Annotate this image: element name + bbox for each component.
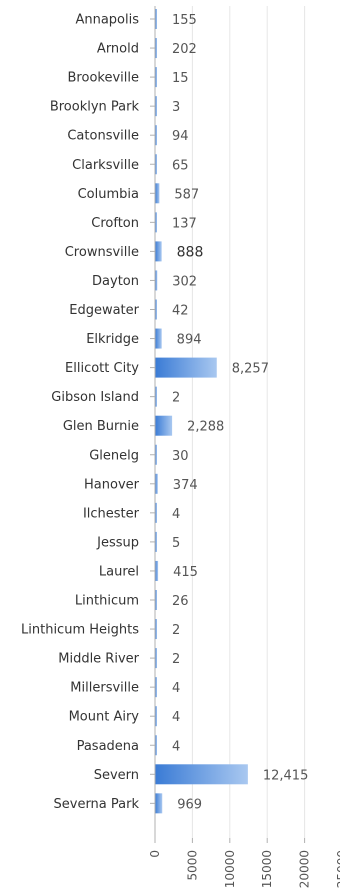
bar-brookeville[interactable] [155, 67, 157, 88]
value-label-crownsville: 888 [177, 244, 204, 260]
bar-glenelg[interactable] [155, 444, 157, 465]
bar-ellicott-city[interactable] [155, 357, 217, 378]
value-label-middle-river: 2 [172, 652, 180, 667]
value-label-brooklyn-park: 3 [172, 100, 180, 115]
bar-brooklyn-park[interactable] [155, 96, 157, 117]
value-label-glen-burnie: 2,288 [187, 420, 224, 435]
bar-gibson-island[interactable] [155, 386, 157, 407]
category-label-glenelg: Glenelg [89, 448, 139, 463]
bar-linthicum-heights[interactable] [155, 619, 157, 640]
category-label-linthicum-heights: Linthicum Heights [21, 623, 139, 638]
bar-pasadena[interactable] [155, 735, 157, 756]
value-label-ilchester: 4 [172, 507, 180, 522]
category-label-annapolis: Annapolis [75, 13, 139, 28]
value-label-hanover: 374 [173, 478, 198, 493]
bar-layer [155, 9, 248, 814]
bar-arnold[interactable] [155, 38, 157, 59]
category-label-laurel: Laurel [99, 564, 139, 579]
value-label-linthicum-heights: 2 [172, 623, 180, 638]
category-label-middle-river: Middle River [58, 652, 139, 667]
bar-millersville[interactable] [155, 677, 157, 698]
x-tick-label-25000: 25000 [335, 850, 340, 888]
bar-severna-park[interactable] [155, 793, 163, 814]
category-label-brooklyn-park: Brooklyn Park [50, 100, 140, 115]
value-label-elkridge: 894 [177, 333, 202, 348]
category-label-severn: Severn [94, 768, 139, 783]
bar-hanover[interactable] [155, 473, 158, 494]
label-layer: Annapolis 155 Arnold 202 Brookeville 15 Brookl… [21, 13, 308, 813]
x-tick-label-5000: 5000 [185, 850, 199, 881]
category-label-elkridge: Elkridge [86, 332, 139, 347]
category-label-glen-burnie: Glen Burnie [63, 419, 139, 434]
value-label-laurel: 415 [173, 565, 198, 580]
bar-clarksville[interactable] [155, 154, 157, 175]
x-tick-label-15000: 15000 [260, 850, 274, 888]
x-tick-label-10000: 10000 [223, 850, 237, 888]
value-label-gibson-island: 2 [172, 391, 180, 406]
value-label-mount-airy: 4 [172, 710, 180, 725]
category-label-catonsville: Catonsville [67, 129, 139, 144]
value-label-clarksville: 65 [172, 158, 189, 173]
bar-linthicum[interactable] [155, 590, 157, 610]
category-label-edgewater: Edgewater [69, 303, 139, 318]
value-label-crofton: 137 [172, 216, 197, 231]
value-label-linthicum: 26 [172, 594, 189, 609]
category-label-linthicum: Linthicum [75, 594, 139, 609]
grid-layer [191, 6, 306, 838]
value-label-severn: 12,415 [263, 768, 309, 783]
category-label-pasadena: Pasadena [77, 739, 139, 754]
category-label-severna-park: Severna Park [54, 797, 140, 812]
bar-jessup[interactable] [155, 531, 157, 552]
category-label-columbia: Columbia [78, 187, 139, 202]
value-label-pasadena: 4 [172, 739, 180, 754]
value-label-annapolis: 155 [172, 13, 197, 28]
category-label-gibson-island: Gibson Island [51, 390, 139, 405]
bar-columbia[interactable] [155, 183, 160, 204]
bar-mount-airy[interactable] [155, 706, 157, 727]
value-label-edgewater: 42 [172, 304, 189, 319]
x-tick-label-0: 0 [148, 850, 162, 858]
bar-dayton[interactable] [155, 270, 158, 291]
bar-severn[interactable] [155, 764, 248, 785]
category-label-hanover: Hanover [84, 477, 140, 492]
value-label-jessup: 5 [172, 536, 180, 551]
bar-middle-river[interactable] [155, 648, 157, 669]
category-label-millersville: Millersville [70, 681, 139, 696]
category-label-mount-airy: Mount Airy [69, 710, 140, 725]
category-label-ellicott-city: Ellicott City [65, 361, 139, 376]
category-label-brookeville: Brookeville [68, 71, 139, 86]
category-label-crownsville: Crownsville [65, 245, 139, 260]
bar-catonsville[interactable] [155, 125, 157, 146]
value-label-arnold: 202 [172, 42, 197, 57]
bar-laurel[interactable] [155, 560, 159, 581]
category-label-crofton: Crofton [91, 216, 139, 231]
value-label-catonsville: 94 [172, 129, 189, 144]
category-label-jessup: Jessup [96, 535, 139, 550]
value-label-millersville: 4 [172, 681, 180, 696]
category-label-clarksville: Clarksville [72, 158, 139, 173]
bar-annapolis[interactable] [155, 9, 157, 29]
bar-crownsville[interactable] [155, 241, 162, 262]
bar-crofton[interactable] [155, 212, 157, 233]
category-label-arnold: Arnold [97, 42, 139, 57]
value-label-dayton: 302 [172, 274, 197, 289]
value-label-brookeville: 15 [172, 71, 189, 86]
value-label-columbia: 587 [174, 187, 199, 202]
bar-ilchester[interactable] [155, 502, 157, 523]
x-tick-label-20000: 20000 [298, 850, 312, 888]
bar-glen-burnie[interactable] [155, 415, 173, 436]
value-label-glenelg: 30 [172, 449, 189, 464]
category-label-dayton: Dayton [92, 274, 139, 289]
bar-elkridge[interactable] [155, 328, 162, 349]
bar-edgewater[interactable] [155, 299, 157, 320]
axis-layer: 0 5000 10000 15000 20000 25000 [148, 6, 340, 888]
value-label-ellicott-city: 8,257 [232, 362, 269, 377]
value-label-severna-park: 969 [177, 797, 202, 812]
category-label-ilchester: Ilchester [83, 506, 140, 521]
